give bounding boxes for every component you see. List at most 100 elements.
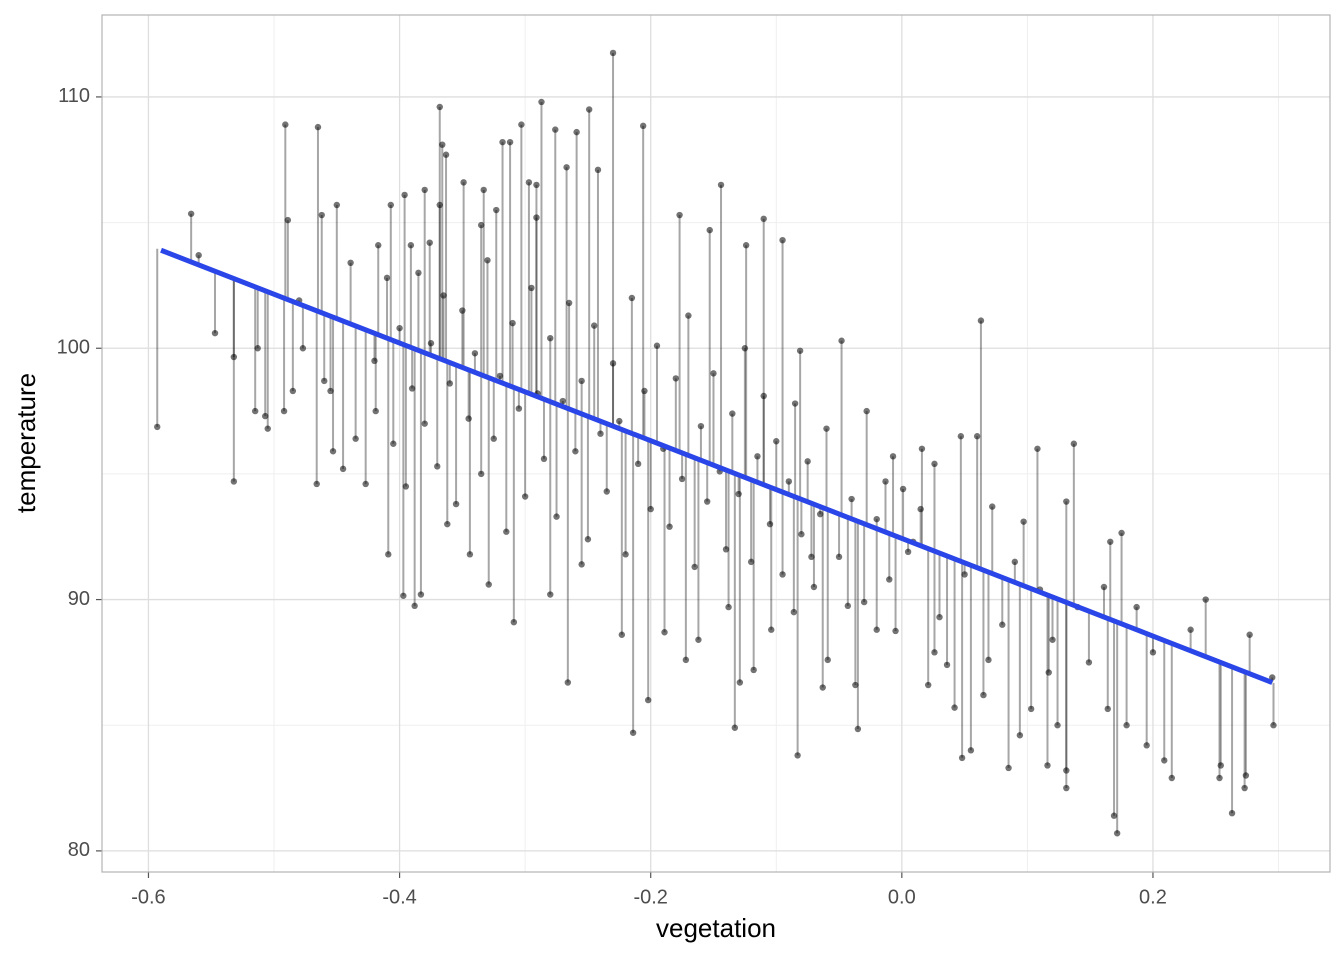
point (540, 455, 548, 463)
point (211, 329, 219, 337)
point (362, 480, 369, 488)
point (706, 226, 713, 234)
point (485, 581, 492, 588)
fit-line (160, 247, 1274, 685)
point (634, 460, 642, 468)
point (725, 603, 732, 611)
point (585, 106, 593, 113)
point (321, 377, 328, 385)
point (931, 649, 938, 656)
point (339, 465, 347, 473)
x-tick-label: -0.2 (633, 886, 667, 908)
point (989, 503, 996, 510)
point (565, 299, 573, 307)
point (1100, 583, 1108, 591)
point (289, 387, 297, 395)
point (442, 151, 450, 158)
point (578, 561, 585, 568)
point (284, 216, 292, 224)
point (572, 448, 579, 455)
point (661, 629, 668, 636)
point (943, 661, 951, 669)
point (400, 592, 407, 599)
point (434, 463, 441, 470)
point (313, 480, 320, 488)
point (779, 236, 786, 244)
y-tick-label: 100 (57, 337, 90, 359)
x-tick-label: -0.6 (131, 886, 165, 908)
point (396, 324, 403, 332)
point (1005, 764, 1012, 772)
point (1242, 772, 1250, 779)
point (918, 445, 926, 452)
point (1044, 762, 1051, 769)
point (452, 500, 460, 508)
point (421, 186, 428, 194)
point (352, 435, 359, 442)
point (375, 242, 382, 249)
point (931, 460, 938, 468)
point (697, 422, 705, 430)
point (1063, 784, 1070, 792)
point (496, 372, 504, 380)
point (552, 126, 559, 133)
point (742, 242, 750, 249)
point (685, 312, 692, 319)
point (282, 121, 289, 128)
point (1168, 774, 1175, 782)
point (506, 138, 514, 146)
point (794, 752, 801, 759)
point (977, 317, 985, 324)
point (411, 602, 418, 610)
point (1063, 498, 1070, 505)
point (1016, 732, 1024, 739)
point (819, 684, 826, 691)
point (578, 377, 585, 385)
point (804, 458, 811, 465)
point (299, 345, 307, 352)
point (603, 488, 610, 495)
point (254, 345, 261, 352)
point (653, 342, 661, 349)
point (796, 347, 804, 354)
point (230, 353, 238, 361)
point (925, 681, 932, 689)
point (446, 380, 454, 387)
point (863, 407, 870, 415)
point (641, 387, 648, 395)
point (639, 122, 647, 130)
point (553, 513, 560, 520)
point (848, 495, 855, 503)
point (1161, 757, 1168, 764)
point (854, 725, 862, 733)
point (510, 618, 518, 626)
point (760, 215, 767, 223)
point (790, 608, 798, 616)
point (480, 186, 487, 194)
point (528, 284, 535, 292)
point (760, 392, 767, 400)
point (735, 490, 742, 498)
y-tick-label: 90 (68, 588, 90, 610)
point (154, 423, 161, 431)
point (1149, 649, 1157, 656)
point (1187, 626, 1194, 633)
point (1123, 722, 1130, 729)
point (672, 375, 680, 382)
point (722, 546, 730, 553)
point (564, 679, 572, 686)
y-tick-label: 80 (68, 839, 90, 861)
point (509, 319, 516, 327)
point (682, 656, 690, 664)
point (329, 448, 337, 455)
x-tick-label: 0.0 (888, 886, 916, 908)
point (1011, 558, 1019, 566)
point (852, 681, 859, 689)
point (1110, 812, 1118, 819)
point (731, 724, 739, 731)
point (515, 405, 523, 412)
point (824, 656, 831, 664)
point (484, 257, 491, 264)
point (347, 259, 354, 267)
x-tick-label: 0.2 (1139, 886, 1167, 908)
